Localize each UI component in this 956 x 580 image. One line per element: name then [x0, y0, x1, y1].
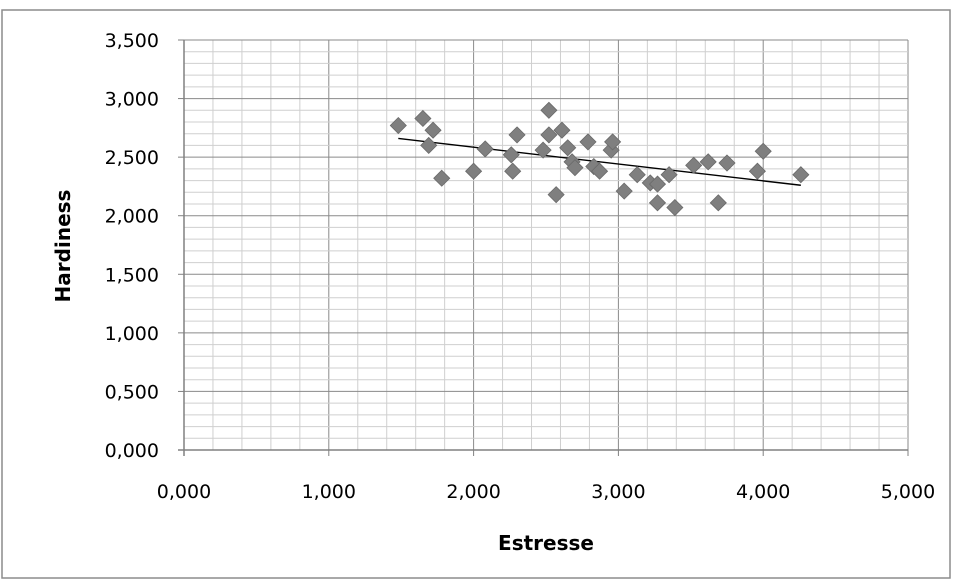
- x-tick-label: 2,000: [446, 481, 500, 503]
- data-point: [628, 166, 646, 184]
- y-tick-label: 3,000: [105, 89, 159, 111]
- data-point: [604, 133, 622, 151]
- data-point: [389, 116, 407, 135]
- data-point: [660, 166, 678, 184]
- y-tick-label: 2,500: [105, 147, 159, 169]
- x-axis-title: Estresse: [498, 531, 594, 555]
- data-point: [591, 162, 609, 180]
- data-point: [754, 142, 772, 160]
- y-tick-label: 1,000: [105, 323, 159, 345]
- data-point: [540, 126, 558, 144]
- data-point: [615, 182, 633, 200]
- data-point: [666, 198, 684, 217]
- x-tick-label: 0,000: [157, 481, 211, 503]
- y-tick-labels: 0,000 0,500 1,000 1,500 2,000 2,500 3,000 3,500: [105, 30, 159, 462]
- trendline-group: [398, 137, 801, 186]
- data-point: [502, 146, 520, 164]
- data-point: [579, 133, 597, 151]
- axes: [178, 39, 909, 456]
- trendline: [398, 137, 801, 186]
- data-point: [508, 126, 526, 144]
- data-point: [433, 169, 451, 187]
- data-point: [540, 101, 558, 119]
- data-point: [420, 136, 438, 154]
- data-point: [648, 175, 667, 193]
- x-tick-labels: 0,000 1,000 2,000 3,000 4,000 5,000: [157, 481, 935, 503]
- data-point: [504, 162, 522, 180]
- data-points: [389, 101, 810, 217]
- data-point: [465, 162, 483, 180]
- data-point: [748, 162, 766, 180]
- data-point: [718, 154, 736, 172]
- data-point: [792, 166, 810, 184]
- data-point: [534, 141, 552, 159]
- data-point: [709, 194, 727, 212]
- y-tick-label: 2,000: [105, 206, 159, 228]
- data-point: [566, 159, 584, 177]
- data-point: [547, 186, 565, 204]
- data-point: [648, 194, 667, 212]
- y-axis-title: Hardiness: [51, 190, 75, 303]
- y-tick-label: 1,500: [105, 264, 159, 286]
- data-point: [559, 139, 577, 157]
- y-tick-label: 0,000: [105, 440, 159, 462]
- data-point: [699, 153, 717, 171]
- grid: [183, 39, 909, 451]
- x-tick-label: 5,000: [881, 481, 935, 503]
- data-point: [553, 121, 571, 139]
- x-tick-label: 3,000: [591, 481, 645, 503]
- x-tick-label: 1,000: [302, 481, 356, 503]
- y-tick-label: 3,500: [105, 30, 159, 52]
- data-point: [424, 121, 442, 139]
- data-point: [685, 156, 703, 174]
- plot-area: [184, 40, 908, 450]
- data-point: [476, 140, 494, 158]
- x-tick-label: 4,000: [736, 481, 790, 503]
- data-point: [414, 109, 432, 128]
- y-tick-label: 0,500: [105, 381, 159, 403]
